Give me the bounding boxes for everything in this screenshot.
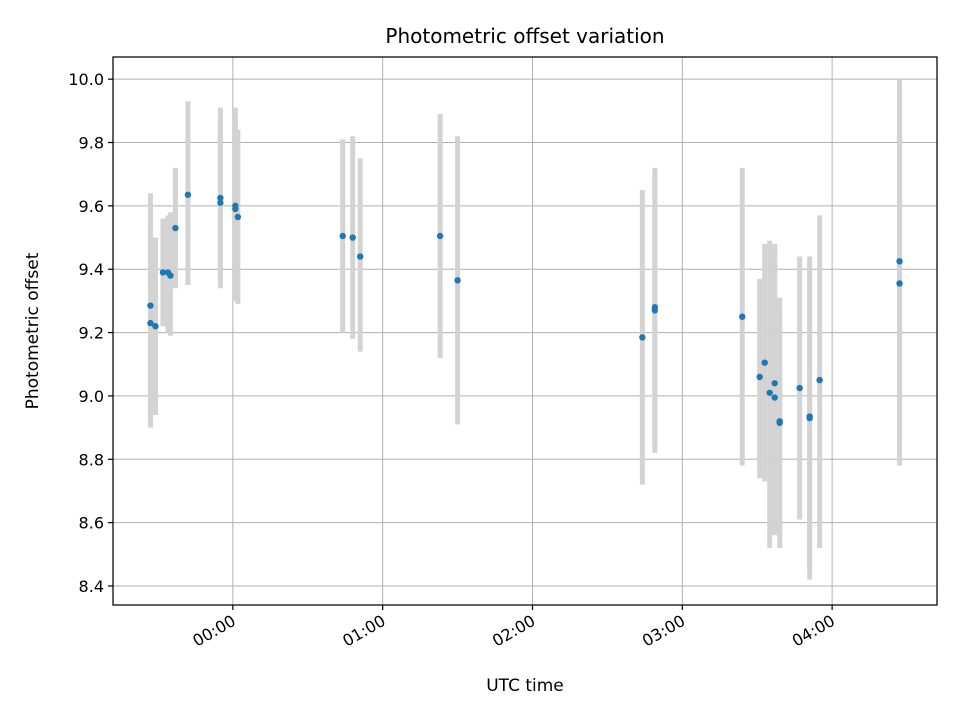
y-axis-label: Photometric offset (23, 252, 43, 409)
data-point (147, 302, 154, 309)
y-tick-label: 9.8 (79, 134, 104, 153)
data-point (349, 234, 356, 241)
data-point (806, 414, 813, 422)
data-point (639, 334, 646, 341)
data-point (217, 199, 224, 206)
data-point (651, 304, 659, 311)
data-point (147, 319, 154, 327)
data-points (147, 191, 903, 427)
data-point (159, 269, 167, 276)
data-point (739, 313, 746, 320)
chart-title: Photometric offset variation (385, 24, 664, 48)
data-point (436, 232, 444, 240)
data-point (234, 213, 242, 221)
ticks (108, 78, 833, 610)
data-point (776, 418, 783, 425)
data-point (339, 232, 346, 240)
y-tick-label: 9.4 (79, 260, 104, 279)
data-point (172, 224, 179, 232)
data-point (357, 253, 364, 260)
data-point (896, 280, 903, 287)
data-point (756, 373, 763, 381)
y-tick-label: 10.0 (68, 70, 104, 89)
data-point (232, 205, 239, 213)
y-tick-label: 8.6 (79, 514, 104, 533)
y-tick-labels: 8.4 8.6 8.8 9.0 9.2 9.4 9.6 9.8 10.0 (68, 70, 104, 596)
y-tick-label: 8.4 (79, 577, 104, 596)
data-point (766, 389, 773, 396)
y-tick-label: 8.8 (79, 450, 104, 469)
data-point (771, 380, 778, 387)
x-axis-label: UTC time (486, 676, 564, 696)
data-point (796, 384, 803, 392)
data-point (217, 194, 224, 202)
data-point (761, 359, 768, 366)
data-point (184, 191, 192, 198)
y-tick-label: 9.2 (79, 324, 104, 343)
grid (113, 57, 937, 605)
data-point (816, 376, 823, 384)
data-point (454, 277, 461, 284)
data-point (896, 258, 903, 265)
data-point (152, 323, 159, 330)
plot-frame (112, 56, 938, 606)
y-tick-label: 9.0 (79, 387, 104, 406)
data-point (771, 394, 778, 401)
data-point (167, 272, 174, 279)
y-tick-label: 9.6 (79, 197, 104, 216)
